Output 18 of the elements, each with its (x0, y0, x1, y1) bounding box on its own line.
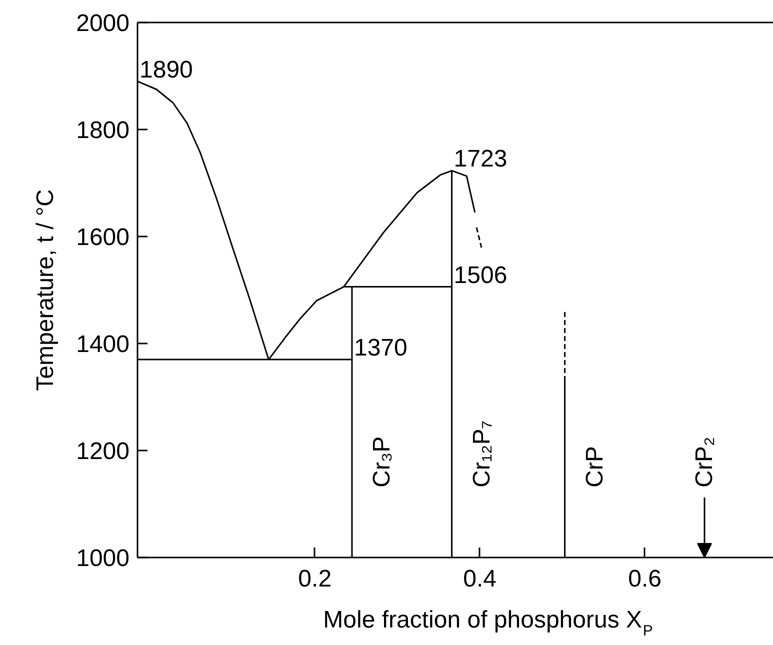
x-tick-label: 0.6 (628, 566, 662, 592)
x-tick-label: 0.4 (463, 566, 497, 592)
data-label: 1506 (454, 262, 508, 289)
text: Cr₁₂P₇ (468, 420, 496, 488)
text: Cr₃P (368, 436, 396, 488)
data-label: 1370 (354, 334, 408, 362)
y-tick-label: 1200 (76, 438, 130, 465)
y-tick-label: 1000 (76, 545, 130, 572)
data-label: 1890 (140, 56, 193, 84)
y-axis-title: Temperature, t / °C (32, 189, 60, 391)
annotation: CrP₂ (691, 436, 718, 488)
text: CrP (581, 446, 608, 488)
y-tick-label: 1600 (76, 224, 130, 251)
x-tick-label: 0.2 (298, 566, 332, 592)
y-tick-label: 1400 (76, 331, 130, 358)
y-tick-label: 2000 (76, 10, 130, 37)
y-tick-label: 1800 (76, 117, 130, 144)
data-label: 1723 (454, 146, 508, 173)
